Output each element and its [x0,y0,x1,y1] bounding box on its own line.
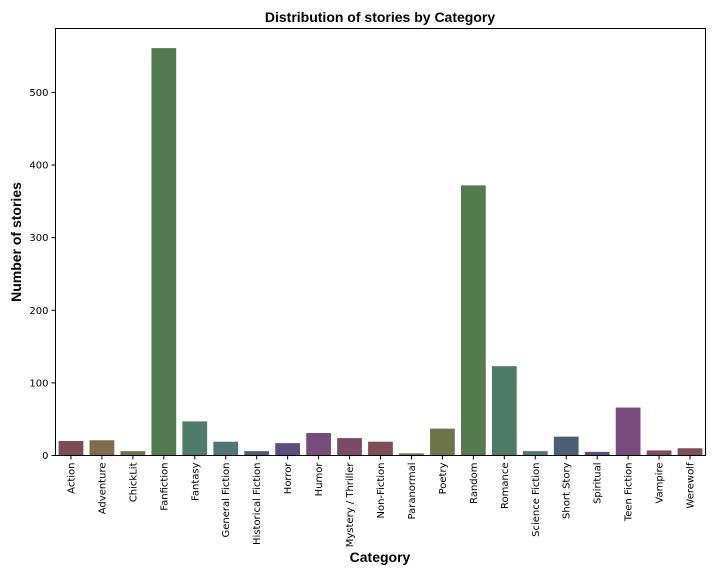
y-tick-label: 0 [42,451,48,462]
x-tick-label: Horror [283,462,294,495]
bars-group [58,48,703,456]
x-tick-label: Action [66,463,77,494]
bar-non-fiction [368,441,393,456]
bar-general-fiction [213,441,239,456]
x-tick-label: Werewolf [686,462,697,509]
bar-fanfiction [151,48,177,456]
x-tick-label: Science Fiction [531,463,542,537]
x-tick-label: Non-Fiction [376,463,387,519]
x-tick-label: ChickLit [128,462,139,502]
bar-science-fiction [522,451,548,456]
bar-horror [275,443,301,456]
x-tick-label: Adventure [97,463,108,515]
bar-romance [491,366,517,456]
bar-paranormal [399,453,424,456]
y-axis: 0 100 200 300 400 500 [29,88,56,462]
bar-humor [306,432,331,456]
x-axis-label: Category [350,549,411,565]
bar-teen-fiction [615,407,641,456]
x-tick-label: Random [469,463,480,504]
y-tick-label: 100 [29,378,48,389]
bar-adventure [89,440,115,456]
bar-vampire [646,450,672,456]
bar-chicklit [120,451,146,456]
x-tick-label: Short Story [562,462,573,519]
y-tick-label: 300 [29,233,48,244]
x-axis: Action Adventure ChickLit Fanfiction Fantasy… [66,455,697,548]
chart-title: Distribution of stories by Category [265,9,495,25]
y-tick-label: 500 [29,88,48,99]
x-tick-label: Mystery / Thriller [345,462,356,548]
plot-frame [55,28,706,456]
x-tick-label: Fanfiction [159,463,170,511]
bar-spiritual [584,451,610,456]
bar-random [460,185,486,456]
x-tick-label: Historical Fiction [252,463,263,545]
x-tick-label: Vampire [655,463,666,504]
bar-poetry [430,428,455,456]
x-tick-label: Romance [500,463,511,509]
x-tick-label: Humor [314,462,325,497]
bar-fantasy [182,421,208,456]
y-tick-label: 400 [29,161,48,172]
x-tick-label: Paranormal [407,463,418,520]
bar-short-story [553,436,579,456]
bar-action [58,440,84,456]
bar-werewolf [677,448,703,456]
y-axis-label: Number of stories [8,182,24,302]
bar-historical-fiction [244,451,270,456]
x-tick-label: Poetry [438,462,449,494]
x-tick-label: Fantasy [190,462,201,501]
x-tick-label: Teen Fiction [624,463,635,523]
bar-mystery-thriller [337,438,362,456]
x-tick-label: Spiritual [593,463,604,505]
x-tick-label: General Fiction [221,463,232,538]
y-tick-label: 200 [29,306,48,317]
